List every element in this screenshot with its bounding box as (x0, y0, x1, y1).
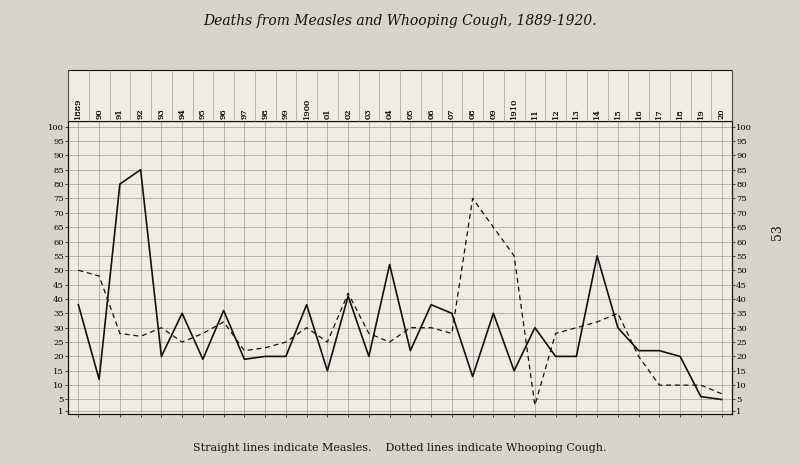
Text: 93: 93 (158, 108, 166, 119)
Text: Straight lines indicate Measles.    Dotted lines indicate Whooping Cough.: Straight lines indicate Measles. Dotted … (194, 443, 606, 453)
Text: 12: 12 (552, 108, 560, 119)
Text: 06: 06 (427, 108, 435, 119)
Text: 17: 17 (655, 108, 663, 119)
Text: 96: 96 (220, 108, 228, 119)
Text: 93: 93 (158, 108, 166, 119)
Text: 98: 98 (261, 108, 269, 119)
Text: 98: 98 (261, 108, 269, 119)
Text: 94: 94 (178, 108, 186, 119)
Text: 09: 09 (490, 108, 498, 119)
Text: 96: 96 (220, 108, 228, 119)
Text: 11: 11 (531, 108, 539, 119)
Text: 14: 14 (593, 108, 601, 119)
Text: 92: 92 (137, 108, 145, 119)
Text: 99: 99 (282, 108, 290, 119)
Text: 06: 06 (427, 108, 435, 119)
Text: 95: 95 (199, 108, 207, 119)
Text: 15: 15 (614, 108, 622, 119)
Text: 04: 04 (386, 108, 394, 119)
Text: 09: 09 (490, 108, 498, 119)
Text: 15: 15 (614, 108, 622, 119)
Text: 13: 13 (572, 108, 580, 119)
Text: 18: 18 (676, 108, 684, 119)
Text: 08: 08 (469, 108, 477, 119)
Text: 1889: 1889 (74, 97, 82, 119)
Text: 95: 95 (199, 108, 207, 119)
Text: 90: 90 (95, 108, 103, 119)
Text: 17: 17 (655, 108, 663, 119)
Text: 16: 16 (634, 108, 642, 119)
Text: 18: 18 (676, 108, 684, 119)
Text: 97: 97 (240, 108, 248, 119)
Text: 1910: 1910 (510, 97, 518, 119)
Text: 11: 11 (531, 108, 539, 119)
Text: 92: 92 (137, 108, 145, 119)
Text: 97: 97 (240, 108, 248, 119)
Text: 1900: 1900 (302, 97, 310, 119)
Text: 12: 12 (552, 108, 560, 119)
Text: 14: 14 (593, 108, 601, 119)
Text: 01: 01 (323, 108, 331, 119)
Text: 91: 91 (116, 108, 124, 119)
Text: 02: 02 (344, 108, 352, 119)
Text: 1910: 1910 (510, 97, 518, 119)
Text: 13: 13 (572, 108, 580, 119)
Text: 19: 19 (697, 108, 705, 119)
Text: 90: 90 (95, 108, 103, 119)
Text: 02: 02 (344, 108, 352, 119)
Text: 05: 05 (406, 108, 414, 119)
Text: 08: 08 (469, 108, 477, 119)
Text: 16: 16 (634, 108, 642, 119)
Text: 53: 53 (771, 225, 784, 240)
Text: 03: 03 (365, 108, 373, 119)
Text: 20: 20 (718, 108, 726, 119)
Text: 20: 20 (718, 108, 726, 119)
Text: 01: 01 (323, 108, 331, 119)
Text: 99: 99 (282, 108, 290, 119)
Text: 07: 07 (448, 108, 456, 119)
Text: 1900: 1900 (302, 97, 310, 119)
Text: 1889: 1889 (74, 97, 82, 119)
Text: 07: 07 (448, 108, 456, 119)
Text: 94: 94 (178, 108, 186, 119)
Text: 03: 03 (365, 108, 373, 119)
Text: 05: 05 (406, 108, 414, 119)
Text: 91: 91 (116, 108, 124, 119)
Text: 04: 04 (386, 108, 394, 119)
Text: Deaths from Measles and Whooping Cough, 1889-1920.: Deaths from Measles and Whooping Cough, … (203, 14, 597, 28)
Text: 19: 19 (697, 108, 705, 119)
